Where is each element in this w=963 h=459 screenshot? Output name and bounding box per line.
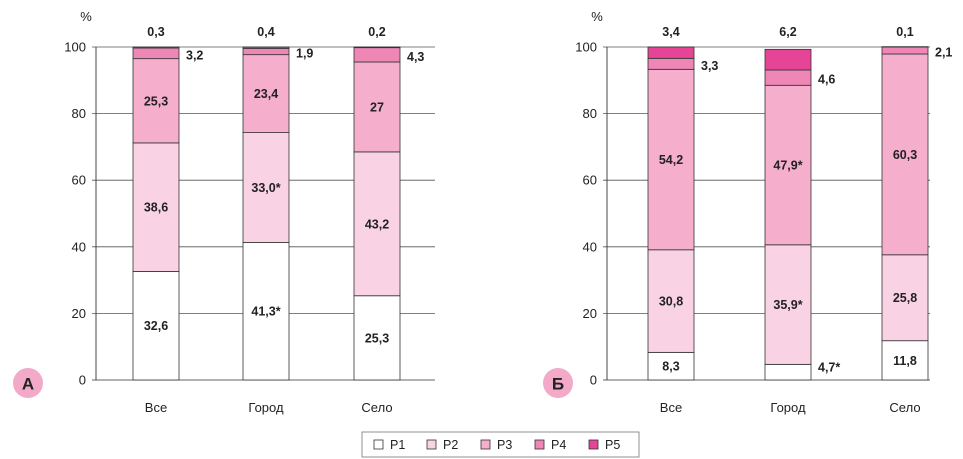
data-label: 30,8	[659, 295, 683, 309]
data-label: 60,3	[893, 148, 917, 162]
legend-swatch-p3	[480, 439, 491, 450]
bar-segment-p4	[647, 57, 695, 70]
data-label: 1,9	[296, 46, 313, 60]
data-label: 35,9*	[773, 298, 802, 312]
legend-swatch-p2	[426, 439, 437, 450]
data-label: 0,2	[368, 25, 385, 39]
bar-segment-p3	[881, 53, 929, 256]
panel-a: 0 20 40 60 80 100% 32,6 38,6 25,3 3,2 0,3 Все 41,3* 3…	[13, 9, 435, 415]
data-label: 23,4	[254, 87, 278, 101]
y-tick-label: 100	[575, 40, 597, 55]
panel-label: А	[22, 375, 34, 394]
bar-segment-p2	[132, 142, 180, 272]
bar-segment-p1	[242, 242, 290, 381]
x-tick-label: Все	[660, 400, 682, 415]
bar-segment-p2	[647, 249, 695, 353]
legend-label-p5: P5	[605, 438, 620, 452]
data-label: 33,0*	[251, 181, 280, 195]
y-tick-label: 60	[72, 173, 86, 188]
bar-segment-p4	[764, 69, 812, 86]
bar-segment-p4	[242, 47, 290, 56]
bar-segment-p5	[353, 46, 401, 49]
panel-label: Б	[552, 375, 564, 394]
bar-segment-p2	[353, 151, 401, 297]
data-label: 25,3	[365, 331, 389, 345]
data-label: 4,7*	[818, 360, 840, 374]
data-label: 27	[370, 100, 384, 114]
bar-segment-p3	[764, 84, 812, 246]
legend-swatch-p1	[373, 439, 384, 450]
data-label: 0,3	[147, 25, 164, 39]
bar-segment-p1	[353, 295, 401, 381]
bar-segment-p1	[881, 340, 929, 381]
bar-segment-p5	[647, 46, 695, 59]
y-tick-label: 80	[583, 106, 597, 121]
bar-segment-p5	[242, 46, 290, 49]
bar-segment-p3	[647, 68, 695, 251]
y-tick-label: 20	[583, 306, 597, 321]
data-label: 6,2	[779, 25, 796, 39]
data-label: 3,4	[662, 25, 679, 39]
y-tick-label: 100	[64, 40, 86, 55]
legend: P1 P2 P3 P4 P5	[361, 431, 640, 458]
data-label: 3,2	[186, 48, 203, 62]
legend-label-p4: P4	[551, 438, 566, 452]
data-label: 3,3	[701, 59, 718, 73]
y-tick-label: 20	[72, 306, 86, 321]
bar-segment-p2	[764, 244, 812, 365]
y-tick-label: 40	[583, 239, 597, 254]
panel-b: 0 20 40 60 80 100% 8,3 30,8 54,2 3,3 3,4 Все 35,9* 47…	[543, 9, 952, 415]
bar-segment-p3	[353, 61, 401, 153]
x-tick-label: Все	[145, 400, 167, 415]
bar-segment-p3	[242, 54, 290, 133]
y-tick-label: 60	[583, 173, 597, 188]
bar-segment-p5	[132, 46, 180, 49]
legend-label-p3: P3	[497, 438, 512, 452]
panel-badge	[543, 368, 573, 398]
x-tick-label: Город	[248, 400, 284, 415]
x-tick-label: Село	[361, 400, 392, 415]
data-label: 54,2	[659, 153, 683, 167]
data-label: 0,1	[896, 25, 913, 39]
bar-segment-p1	[647, 351, 695, 381]
y-axis-label: %	[80, 9, 92, 24]
bar-segment-p1	[764, 363, 812, 381]
y-tick-label: 0	[590, 373, 597, 388]
y-tick-label: 40	[72, 239, 86, 254]
bar-segment-p3	[132, 58, 180, 144]
bar-segment-p2	[242, 132, 290, 243]
data-label: 8,3	[662, 360, 679, 374]
data-label: 38,6	[144, 201, 168, 215]
data-label: 25,8	[893, 291, 917, 305]
data-label: 2,1	[935, 45, 952, 59]
y-tick-label: 0	[79, 373, 86, 388]
y-axis-label: %	[591, 9, 603, 24]
data-label: 4,3	[407, 50, 424, 64]
x-tick-label: Село	[889, 400, 920, 415]
panel-badge	[13, 368, 43, 398]
data-label: 32,6	[144, 319, 168, 333]
legend-label-p1: P1	[390, 438, 405, 452]
bar-segment-p4	[353, 47, 401, 63]
bar-segment-p2	[881, 254, 929, 342]
bar-segment-p5	[764, 48, 812, 71]
bar-segment-p4	[132, 47, 180, 60]
legend-swatch-p5	[588, 439, 599, 450]
x-tick-label: Город	[770, 400, 806, 415]
bar-segment-p1	[132, 271, 180, 381]
data-label: 11,8	[893, 354, 917, 368]
data-label: 25,3	[144, 94, 168, 108]
legend-swatch-p4	[534, 439, 545, 450]
data-label: 47,9*	[773, 159, 802, 173]
bar-segment-p4	[881, 46, 929, 55]
data-label: 4,6	[818, 73, 835, 87]
data-label: 41,3*	[251, 305, 280, 319]
data-label: 0,4	[257, 25, 274, 39]
y-tick-label: 80	[72, 106, 86, 121]
legend-label-p2: P2	[443, 438, 458, 452]
data-label: 43,2	[365, 217, 389, 231]
